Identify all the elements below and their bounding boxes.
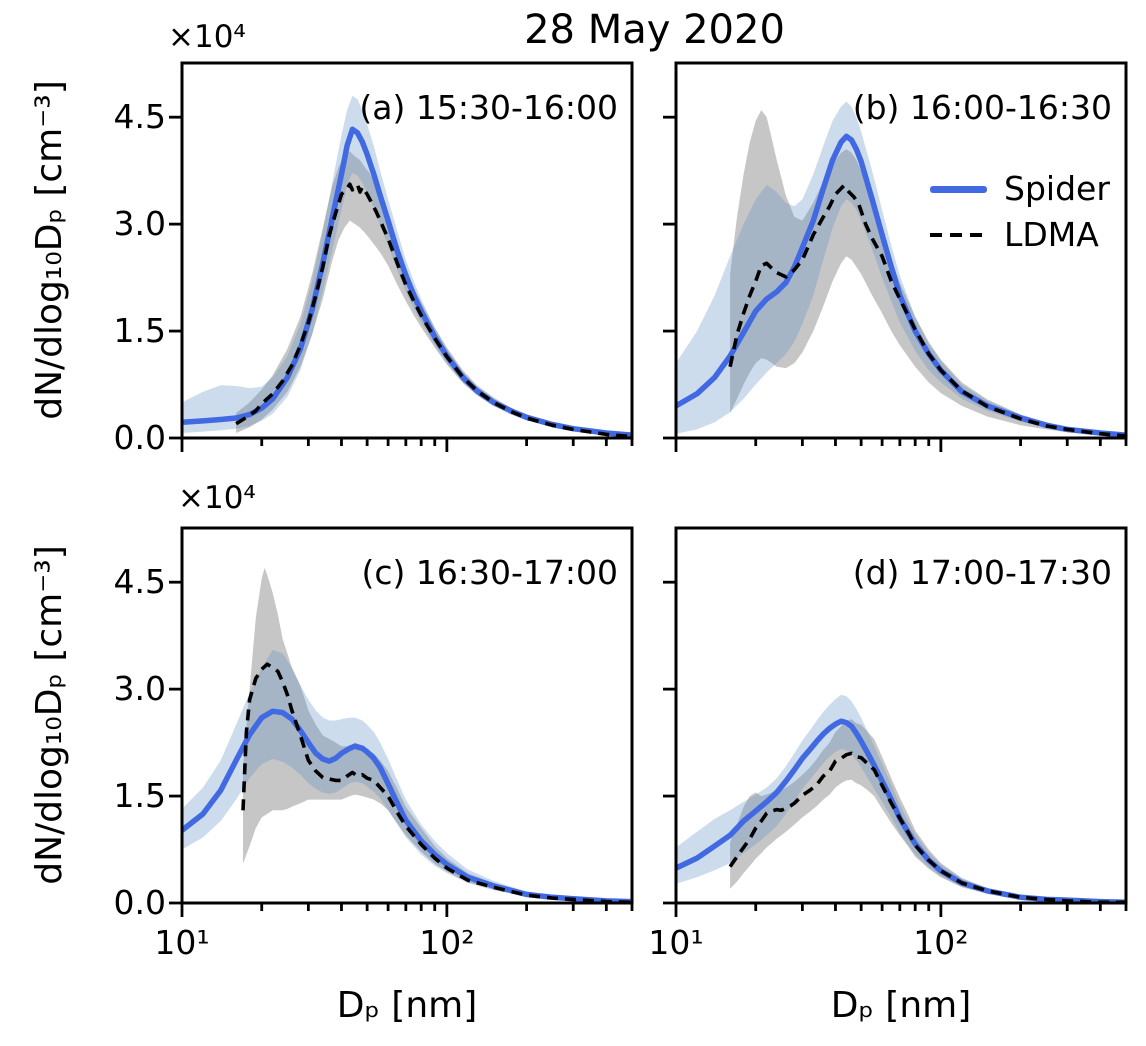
x-tick-label: 10² [913, 923, 969, 962]
panel-d-series [676, 694, 1126, 903]
spider-curve [182, 708, 632, 903]
x-axis-label-right: Dₚ [nm] [830, 985, 972, 1026]
ldma-curve [235, 182, 632, 438]
x-tick-label: 10¹ [648, 923, 704, 962]
legend: Spider LDMA [930, 166, 1130, 258]
panel-c-series [182, 567, 632, 903]
panel-b-plot [663, 61, 1128, 452]
panel-b-frame [674, 61, 1128, 440]
ldma-uncertainty-band [243, 567, 632, 903]
y-axis-label-top-row: dN/dlog₁₀Dₚ [cm⁻³] [29, 80, 70, 420]
legend-label-ldma: LDMA [1004, 215, 1099, 254]
spider-line-sample-icon [930, 185, 987, 193]
panel-d-frame [674, 526, 1128, 905]
ldma-curve [728, 751, 1126, 903]
y-offset-label-bottom: ×10⁴ [178, 480, 256, 516]
y-tick-label: 1.5 [113, 311, 166, 351]
panel-a-series [182, 95, 632, 438]
ldma-curve [241, 662, 632, 903]
panel-label-c: (c) 16:30-17:00 [361, 553, 619, 592]
y-axis-label-bottom-row: dN/dlog₁₀Dₚ [cm⁻³] [29, 545, 70, 885]
y-tick-label: 0.0 [113, 883, 166, 922]
spider-uncertainty-band [676, 101, 1126, 437]
panel-b-series [676, 101, 1126, 438]
x-tick-label: 10¹ [154, 923, 210, 962]
spider-uncertainty-band [182, 649, 632, 903]
x-tick-label: 10² [419, 923, 475, 962]
panel-c-plot [169, 526, 634, 917]
ldma-curve [728, 183, 1126, 438]
spider-uncertainty-band [182, 95, 632, 437]
ldma-line-sample-icon [930, 233, 987, 237]
legend-label-spider: Spider [1004, 169, 1110, 208]
figure-title: 28 May 2020 [524, 7, 785, 53]
y-tick-label: 0.0 [113, 418, 166, 457]
panel-c-frame [180, 526, 634, 905]
y-tick-label: 1.5 [113, 776, 166, 816]
panel-a-plot [169, 61, 634, 452]
panel-label-b: (b) 16:00-16:30 [852, 88, 1112, 127]
y-tick-label: 4.5 [113, 97, 166, 137]
x-axis-label-left: Dₚ [nm] [336, 985, 478, 1026]
ldma-uncertainty-band [236, 151, 632, 438]
ldma-uncertainty-band [730, 110, 1126, 438]
y-tick-label: 4.5 [113, 562, 166, 602]
panel-label-a: (a) 15:30-16:00 [359, 88, 618, 127]
panel-d-plot [663, 526, 1128, 917]
y-tick-label: 3.0 [113, 669, 166, 709]
y-tick-label: 3.0 [113, 204, 166, 244]
panel-label-d: (d) 17:00-17:30 [852, 553, 1112, 592]
legend-item-spider: Spider [930, 166, 1130, 212]
spider-uncertainty-band [676, 694, 1126, 903]
y-offset-label-top: ×10⁴ [168, 19, 246, 55]
legend-item-ldma: LDMA [930, 212, 1130, 258]
panel-a-frame [180, 61, 634, 440]
ldma-uncertainty-band [730, 719, 1126, 903]
